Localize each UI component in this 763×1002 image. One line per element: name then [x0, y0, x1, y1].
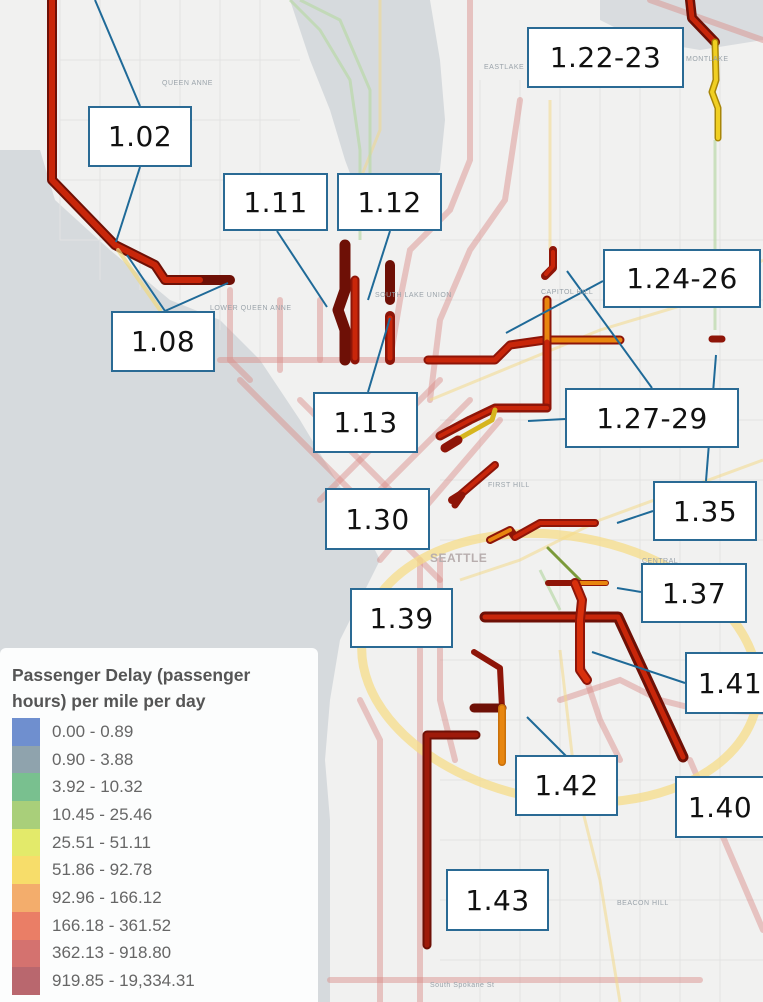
- legend-item: 0.90 - 3.88: [12, 745, 308, 774]
- leader-1-02: [115, 166, 141, 243]
- legend-swatch: [12, 939, 40, 968]
- leader-1-12: [367, 230, 391, 301]
- legend-swatch: [12, 856, 40, 885]
- callout-1-08: 1.08: [111, 311, 215, 372]
- leader-1-13: [367, 317, 391, 393]
- callout-1-13: 1.13: [313, 392, 418, 453]
- callout-1-11: 1.11: [223, 173, 328, 231]
- leader-1-41: [591, 651, 686, 684]
- leader-1-27-29-b: [527, 418, 566, 422]
- leader-1-27-29-a: [566, 270, 653, 389]
- legend-item: 3.92 - 10.32: [12, 773, 308, 802]
- legend-swatch: [12, 884, 40, 912]
- place-label: QUEEN ANNE: [162, 80, 213, 87]
- callout-1-40: 1.40: [675, 776, 763, 838]
- place-label: SEATTLE: [430, 551, 488, 565]
- callout-1-43: 1.43: [446, 869, 549, 931]
- legend-label: 166.18 - 361.52: [52, 915, 172, 935]
- legend-item: 362.13 - 918.80: [12, 939, 308, 968]
- callout-1-42: 1.42: [515, 755, 618, 816]
- legend-item: 919.85 - 19,334.31: [12, 967, 308, 995]
- leader-1-02-top: [94, 0, 141, 107]
- legend-label: 10.45 - 25.46: [52, 804, 153, 824]
- legend-swatch: [12, 967, 40, 995]
- callout-1-12: 1.12: [337, 173, 442, 231]
- legend-label: 0.00 - 0.89: [52, 721, 134, 741]
- place-label: South Spokane St: [430, 982, 495, 989]
- corridor-segments: [47, 0, 726, 950]
- legend-label: 25.51 - 51.11: [52, 832, 151, 852]
- place-label: CAPITOL HILL: [541, 289, 594, 296]
- place-label: SOUTH LAKE UNION: [375, 292, 452, 299]
- place-label: BEACON HILL: [617, 900, 669, 907]
- callout-1-22-23: 1.22-23: [527, 27, 684, 88]
- legend-label: 0.90 - 3.88: [52, 749, 134, 769]
- legend-item: 166.18 - 361.52: [12, 911, 308, 940]
- legend-label: 362.13 - 918.80: [52, 943, 172, 963]
- place-label: LOWER QUEEN ANNE: [210, 305, 292, 312]
- legend-label: 92.96 - 166.12: [52, 887, 162, 907]
- legend-panel: Passenger Delay (passenger hours) per mi…: [0, 648, 318, 1002]
- callout-1-39: 1.39: [350, 588, 453, 648]
- legend-item: 10.45 - 25.46: [12, 801, 308, 829]
- lake-union-water: [290, 0, 445, 215]
- callout-1-37: 1.37: [641, 563, 747, 623]
- legend-swatch: [12, 745, 40, 774]
- place-label: EASTLAKE: [484, 64, 525, 71]
- legend-label: 919.85 - 19,334.31: [52, 971, 195, 991]
- leader-1-37: [616, 587, 642, 593]
- corridor-1-42: [471, 649, 505, 711]
- legend-item: 25.51 - 51.11: [12, 828, 308, 857]
- legend-swatch: [12, 773, 40, 802]
- legend-items: 0.00 - 0.89 0.90 - 3.88 3.92 - 10.32 10.45 …: [12, 718, 308, 995]
- callout-1-41: 1.41: [685, 652, 763, 714]
- leader-1-42: [526, 716, 567, 757]
- place-label: FIRST HILL: [488, 482, 530, 489]
- place-label: MONTLAKE: [686, 56, 729, 63]
- callout-1-30: 1.30: [325, 488, 430, 550]
- legend-item: 51.86 - 92.78: [12, 856, 308, 885]
- legend-item: 92.96 - 166.12: [12, 884, 308, 912]
- corridor-1-11: [332, 239, 351, 366]
- place-label: CENTRAL: [642, 558, 679, 565]
- legend-swatch: [12, 718, 40, 746]
- callout-1-35: 1.35: [653, 481, 757, 541]
- legend-swatch: [12, 911, 40, 940]
- legend-title: Passenger Delay (passenger hours) per mi…: [12, 665, 251, 711]
- legend-swatch: [12, 828, 40, 857]
- leader-1-11: [276, 230, 328, 308]
- legend-swatch: [12, 801, 40, 829]
- legend-label: 51.86 - 92.78: [52, 860, 153, 880]
- leader-1-35-b: [616, 510, 654, 524]
- callout-1-24-26: 1.24-26: [603, 249, 761, 308]
- leader-1-08-b: [164, 282, 229, 312]
- callout-1-27-29: 1.27-29: [565, 388, 739, 448]
- callout-1-02: 1.02: [88, 106, 192, 167]
- legend-item: 0.00 - 0.89: [12, 718, 308, 746]
- leader-1-24-26: [505, 280, 604, 334]
- legend-label: 3.92 - 10.32: [52, 777, 143, 797]
- leader-1-08-a: [126, 254, 166, 312]
- callout-leader-lines: [94, 0, 717, 757]
